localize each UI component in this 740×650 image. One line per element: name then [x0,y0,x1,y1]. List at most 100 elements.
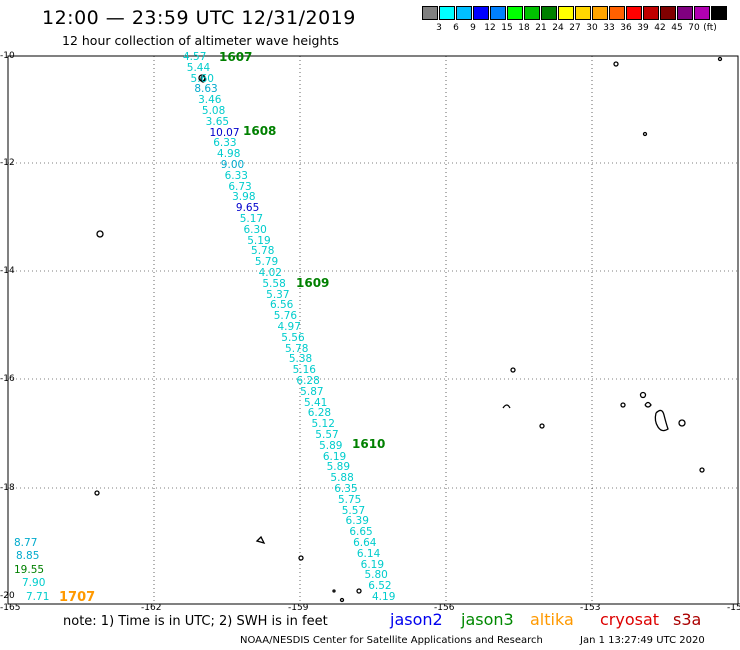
legend-label: 18 [518,23,530,33]
track-time-label: 1609 [296,276,330,290]
wave-height-value: 5.88 [330,472,354,485]
legend-swatch [609,6,625,20]
wave-height-value: 5.58 [262,277,286,290]
track-time-label: 1607 [219,50,253,64]
corner-value: 19.55 [14,564,45,576]
legend-label: 6 [453,23,459,33]
map-title: 12:00 — 23:59 UTC 12/31/2019 [42,7,356,29]
legend-label: 30 [586,23,598,33]
wave-height-value: 6.28 [307,407,332,420]
wave-height-value: 6.35 [334,483,358,495]
wave-height-value: 5.17 [239,213,264,225]
corner-value: 7.90 [22,577,46,589]
lon-label: -165 [0,603,21,613]
wave-height-value: 5.87 [300,385,324,398]
wave-height-value: 3.65 [205,115,230,128]
wave-height-value: 5.57 [341,504,366,517]
legend-swatch [558,6,574,20]
lon-label: -156 [434,603,455,613]
legend-label: 45 [671,23,683,33]
wave-height-value: 5.12 [311,418,335,431]
legend-label: 36 [620,23,632,33]
wave-height-value: 5.89 [326,461,351,474]
legend-swatch [643,6,659,20]
legend-swatch [541,6,557,20]
wave-height-value: 5.79 [254,256,279,269]
satellite-altika: altika [530,610,574,629]
wave-height-value: 4.98 [217,148,241,161]
corner-time-label: 1707 [59,590,96,605]
wave-height-value: 5.76 [273,310,298,323]
legend-swatch [422,6,438,20]
legend-label: 21 [535,23,547,33]
legend-label: 70 [688,23,700,33]
wave-height-value: 5.56 [281,331,305,344]
credit-text: NOAA/NESDIS Center for Satellite Applica… [240,635,543,646]
wave-height-value: 8.63 [194,83,218,96]
legend-label: 39 [637,23,649,33]
wave-height-value: 9.65 [235,202,260,215]
wave-height-value: 6.19 [360,558,385,571]
legend-label: 3 [436,23,442,33]
wave-height-value: 5.89 [319,439,343,452]
legend-swatch [456,6,472,20]
legend-label: 42 [654,23,666,33]
legend-label: 9 [470,23,476,33]
wave-height-value: 6.64 [353,537,377,549]
legend-label: 24 [552,23,564,33]
satellite-jason3: jason3 [461,610,514,629]
legend-swatch [694,6,710,20]
wave-height-value: 5.75 [337,493,362,506]
wave-height-value: 4.19 [372,591,396,603]
wave-height-value: 5.57 [315,429,339,441]
legend-swatch [439,6,455,20]
legend-unit: (ft) [703,23,717,33]
lon-label: -159 [288,603,309,613]
legend-swatch [507,6,523,20]
wave-height-value: 5.44 [186,61,211,74]
wave-height-value: 5.37 [266,288,290,301]
wave-height-value: 4.97 [277,321,301,333]
wave-height-value: 5.38 [288,353,313,366]
lat-label: -14 [0,266,15,276]
lon-label: -15 [727,603,740,613]
wave-height-value: 6.52 [368,580,392,593]
legend-swatch [473,6,489,20]
lon-label: -162 [141,603,162,613]
lon-label: -153 [580,603,601,613]
wave-height-value: 6.73 [228,180,252,193]
wave-height-value: 5.19 [247,234,271,247]
lat-label: -18 [0,483,15,493]
satellite-s3a: s3a [673,610,702,629]
corner-value: 8.77 [14,537,38,549]
legend-label: 12 [484,23,496,33]
wave-height-value: 6.28 [296,375,320,387]
lat-label: -10 [0,51,15,61]
wave-height-value: 5.78 [285,342,309,355]
map-subtitle: 12 hour collection of altimeter wave hei… [62,33,339,48]
legend-swatch [660,6,676,20]
lat-label: -12 [0,158,15,168]
island-outlines [94,56,723,603]
wave-height-value: 6.30 [243,223,267,236]
legend-swatch [575,6,591,20]
legend-swatch [592,6,608,20]
wave-height-value: 6.19 [322,450,347,463]
legend-label: 33 [603,23,615,33]
lat-label: -16 [0,374,15,384]
wave-height-value: 6.39 [345,515,369,528]
legend-swatch [490,6,506,20]
track-time-label: 1608 [243,124,277,138]
satellite-jason2: jason2 [390,610,443,629]
legend-swatch [524,6,540,20]
wave-height-value: 6.33 [224,169,248,182]
wave-height-value: 5.41 [303,396,328,409]
legend-swatch [677,6,693,20]
wave-height-value: 3.46 [198,94,222,107]
corner-value: 8.85 [16,550,40,562]
grid-lines [8,56,738,604]
legend-label: 27 [569,23,581,33]
wave-height-value: 6.14 [356,547,381,560]
wave-height-value: 6.33 [213,137,237,150]
